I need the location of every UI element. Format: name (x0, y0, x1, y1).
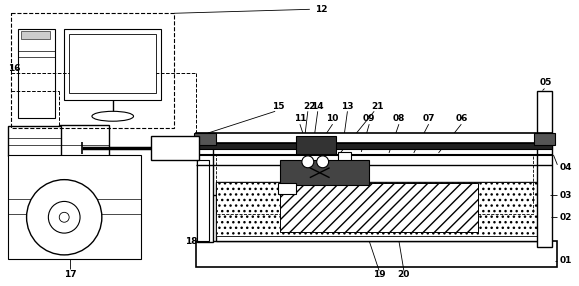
Bar (216, 182, 548, 241)
Bar (280, 160, 369, 184)
Bar (278, 183, 296, 194)
Text: 16: 16 (8, 64, 20, 73)
Text: 11: 11 (294, 114, 306, 123)
Bar (216, 182, 548, 236)
Bar (196, 241, 558, 267)
Bar (18, 29, 56, 118)
Bar (216, 155, 533, 214)
Bar (8, 126, 61, 156)
Bar (59, 125, 109, 175)
Bar (194, 133, 216, 145)
Bar (296, 136, 336, 154)
Text: 21: 21 (371, 102, 383, 111)
Ellipse shape (92, 111, 134, 121)
Bar (534, 133, 555, 145)
Bar (211, 196, 551, 241)
Bar (338, 152, 351, 166)
Bar (64, 29, 162, 100)
Text: 17: 17 (64, 270, 76, 279)
Text: 07: 07 (423, 114, 435, 123)
Text: 08: 08 (393, 114, 405, 123)
Text: 20: 20 (398, 270, 410, 279)
Bar (196, 133, 552, 143)
Text: 09: 09 (363, 114, 375, 123)
Text: 19: 19 (373, 270, 386, 279)
Text: 12: 12 (316, 5, 328, 14)
Bar (280, 183, 478, 232)
Bar (537, 90, 552, 247)
Text: 14: 14 (312, 102, 324, 111)
Circle shape (317, 156, 329, 168)
Text: 22: 22 (303, 102, 316, 111)
Text: 13: 13 (341, 102, 354, 111)
Circle shape (59, 212, 69, 222)
Text: 10: 10 (327, 114, 339, 123)
Text: 01: 01 (559, 256, 571, 265)
Bar (197, 133, 212, 242)
Bar (196, 143, 552, 149)
Circle shape (27, 180, 102, 255)
Circle shape (49, 201, 80, 233)
Text: 05: 05 (540, 78, 552, 87)
Bar (8, 155, 141, 259)
Bar (151, 136, 199, 160)
Bar (21, 31, 50, 39)
Text: 18: 18 (185, 237, 197, 246)
Bar (197, 160, 209, 241)
Text: 02: 02 (559, 213, 571, 222)
Circle shape (302, 156, 314, 168)
Text: 03: 03 (559, 191, 571, 200)
Text: 15: 15 (272, 102, 284, 111)
Bar (69, 34, 156, 94)
Text: 06: 06 (455, 114, 467, 123)
Bar (11, 13, 174, 128)
Text: 04: 04 (559, 163, 572, 172)
